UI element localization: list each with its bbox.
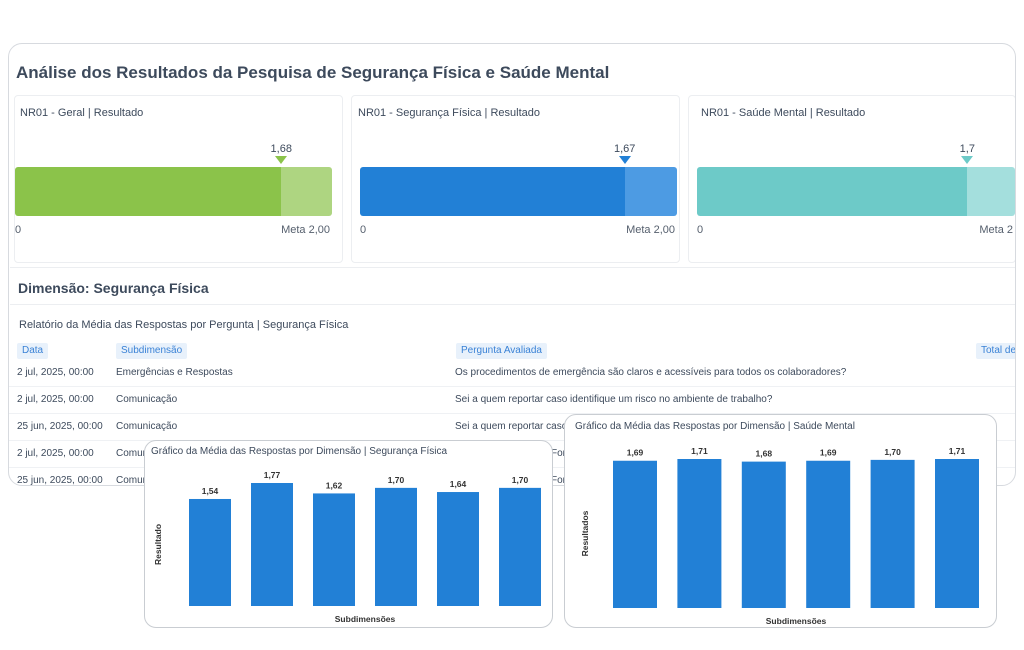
cell-subdimension: Comun [116, 475, 149, 486]
y-axis-label: Resultado [153, 524, 163, 565]
bar-value-label: 1,62 [326, 480, 343, 490]
bar[interactable] [870, 459, 915, 608]
kpi-value: 1,68 [270, 143, 292, 155]
kpi-progress-remaining [624, 167, 677, 216]
bar-chart-seguranca-fisica: 1,54 1,77 1,62 1,70 1,64 1,70 Subdimensões Resu… [153, 470, 541, 624]
cell-question: Sei a quem reportar caso identifique um … [455, 394, 773, 405]
kpi-progress-fill [360, 167, 625, 216]
chart-card-saude-mental[interactable]: Gráfico da Média das Respostas por Dimen… [564, 414, 997, 628]
kpi-card-geral[interactable]: NR01 - Geral | Resultado 1,68 0 Meta 2,0… [14, 95, 343, 263]
bar-value-label: 1,70 [388, 475, 405, 485]
bar-value-label: 1,69 [820, 448, 837, 458]
kpi-title: NR01 - Geral | Resultado [20, 107, 144, 119]
bar[interactable] [375, 487, 417, 606]
x-axis-label: Subdimensões [766, 616, 827, 626]
kpi-progress-bar [360, 167, 677, 216]
bar[interactable] [677, 459, 722, 608]
kpi-progress-fill [697, 167, 968, 216]
table-row[interactable]: 2 jul, 2025, 00:00 Comunicação Sei a que… [9, 388, 1015, 414]
bar[interactable] [613, 460, 657, 608]
kpi-title: NR01 - Segurança Física | Resultado [358, 107, 540, 119]
kpi-goal-label: Meta 2,00 [626, 224, 675, 236]
kpi-value: 1,67 [613, 143, 636, 155]
column-header-subdimensao[interactable]: Subdimensão [116, 343, 188, 359]
bar-value-label: 1,54 [202, 486, 219, 496]
bar-value-label: 1,71 [691, 446, 708, 456]
dashboard-panel: Análise dos Resultados da Pesquisa de Se… [8, 43, 1016, 486]
bar-value-label: 1,77 [264, 470, 281, 480]
cell-subdimension: Emergências e Respostas [116, 367, 233, 378]
y-axis-label: Resultados [580, 510, 590, 556]
cell-question: For [551, 448, 566, 459]
bar[interactable] [437, 492, 479, 606]
kpi-min-label: 0 [360, 224, 367, 236]
cell-question: Sei a quem reportar caso i [455, 421, 573, 432]
kpi-card-seguranca-fisica[interactable]: NR01 - Segurança Física | Resultado 1,67… [351, 95, 680, 263]
column-header-data[interactable]: Data [17, 343, 49, 359]
cell-question: For [551, 475, 566, 486]
bar[interactable] [806, 460, 851, 608]
kpi-progress-remaining [281, 167, 332, 216]
table-row[interactable]: 2 jul, 2025, 00:00 Emergências e Respost… [9, 361, 1015, 387]
kpi-min-label: 0 [15, 224, 22, 236]
kpi-min-label: 0 [697, 224, 704, 236]
bar[interactable] [499, 487, 541, 606]
kpi-card-saude-mental[interactable]: NR01 - Saúde Mental | Resultado 1,7 0 Me… [688, 95, 1015, 263]
kpi-title: NR01 - Saúde Mental | Resultado [701, 107, 866, 119]
kpi-progress-bar [15, 167, 332, 216]
bar-value-label: 1,71 [949, 446, 966, 456]
column-header-total[interactable]: Total de [976, 343, 1015, 359]
kpi-progress-remaining [967, 167, 1015, 216]
cell-subdimension: Comunicação [116, 394, 178, 405]
bar[interactable] [251, 483, 293, 606]
kpi-progress-bar [697, 167, 1015, 216]
chart-title: Gráfico da Média das Respostas por Dimen… [575, 421, 855, 432]
chart-title: Gráfico da Média das Respostas por Dimen… [151, 446, 448, 457]
kpi-marker-icon [275, 156, 288, 164]
cell-subdimension: Comunicação [116, 421, 178, 432]
bar-chart-saude-mental: 1,69 1,71 1,68 1,69 1,70 1,71 Subdimensões Resu… [580, 446, 979, 626]
cell-date: 2 jul, 2025, 00:00 [17, 394, 94, 405]
cell-subdimension: Comun [116, 448, 149, 459]
bar[interactable] [741, 461, 786, 608]
bar-value-label: 1,70 [512, 475, 529, 485]
cell-date: 2 jul, 2025, 00:00 [17, 367, 94, 378]
bar[interactable] [935, 459, 979, 608]
bar-value-label: 1,68 [756, 449, 773, 459]
bar[interactable] [313, 493, 355, 606]
kpi-marker-icon [618, 156, 631, 164]
page-title: Análise dos Resultados da Pesquisa de Se… [16, 63, 610, 82]
bar-value-label: 1,70 [884, 447, 901, 457]
kpi-goal-label: Meta 2,00 [281, 224, 330, 236]
cell-date: 2 jul, 2025, 00:00 [17, 448, 94, 459]
table-row[interactable]: 25 jun, 2025, 00:00 Comun For [9, 469, 1015, 486]
bar-value-label: 1,64 [450, 479, 467, 489]
kpi-goal-label: Meta 2 [979, 224, 1013, 236]
kpi-progress-fill [15, 167, 282, 216]
kpi-marker-icon [961, 156, 974, 164]
cell-date: 25 jun, 2025, 00:00 [17, 421, 103, 432]
x-axis-label: Subdimensões [335, 614, 396, 624]
cell-question: Os procedimentos de emergência são claro… [455, 367, 847, 378]
column-header-pergunta[interactable]: Pergunta Avaliada [456, 343, 547, 359]
bar[interactable] [189, 498, 231, 606]
table-title: Relatório da Média das Respostas por Per… [19, 319, 349, 331]
dimension-header: Dimensão: Segurança Física [10, 267, 1015, 305]
kpi-value: 1,7 [959, 143, 975, 155]
bar-value-label: 1,69 [627, 448, 644, 458]
dimension-title: Dimensão: Segurança Física [18, 280, 209, 296]
cell-date: 25 jun, 2025, 00:00 [17, 475, 103, 486]
chart-card-seguranca-fisica[interactable]: Gráfico da Média das Respostas por Dimen… [144, 440, 553, 628]
